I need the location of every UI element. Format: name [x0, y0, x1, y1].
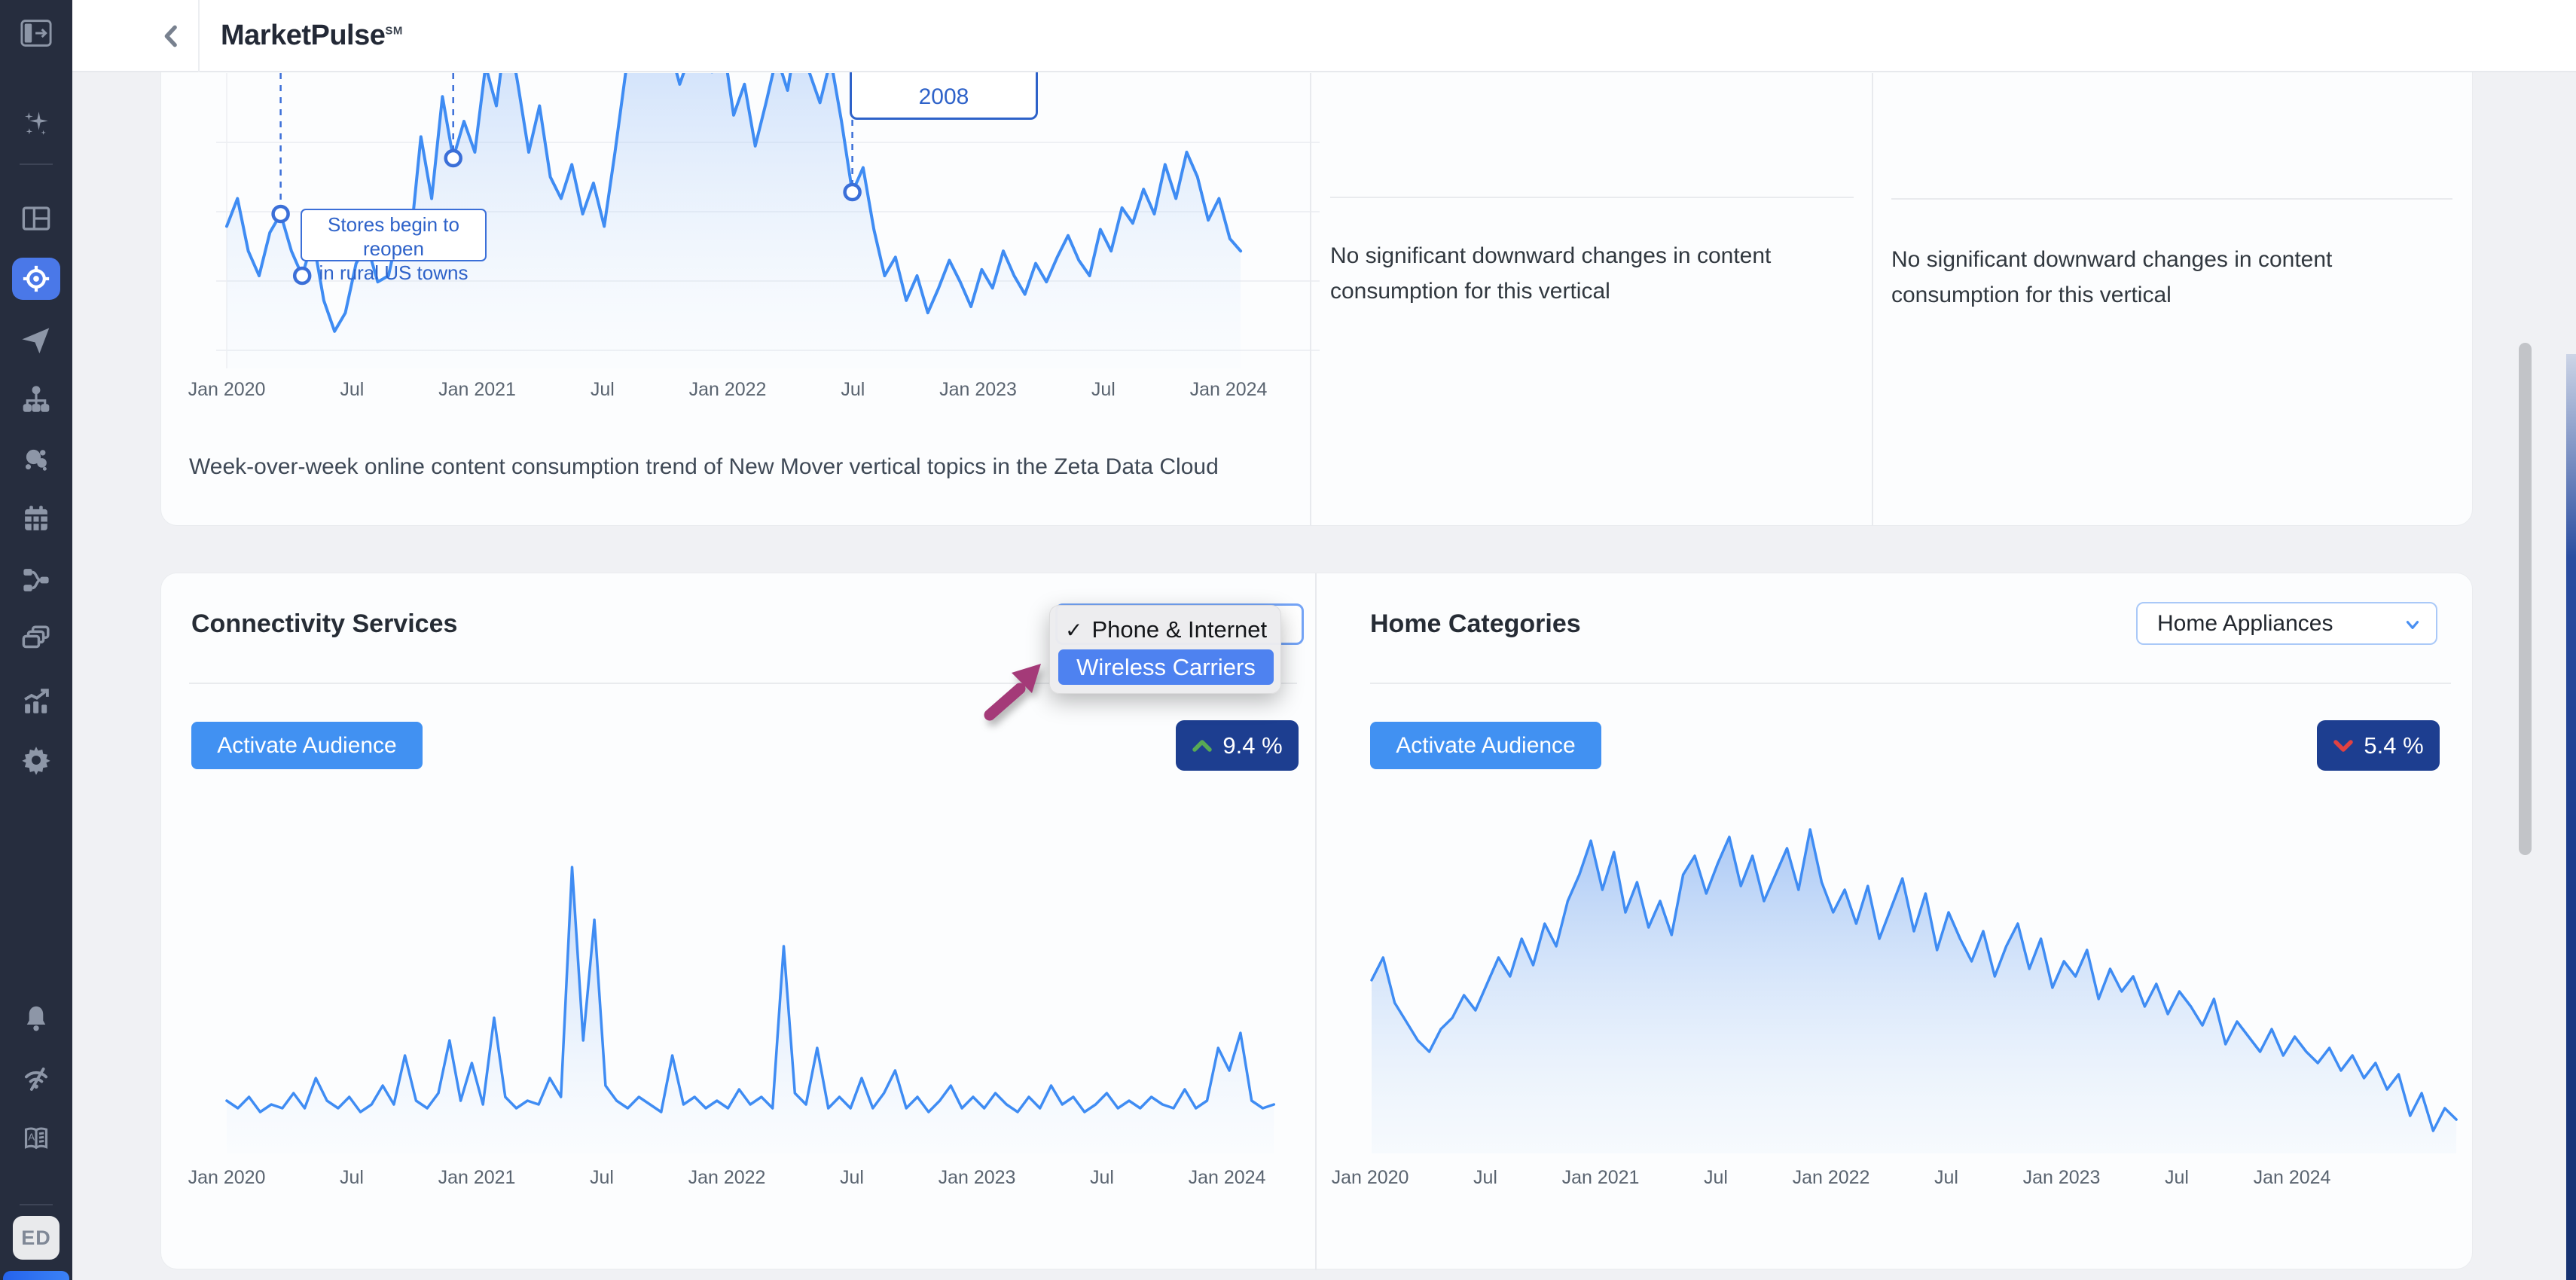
- chart-annotation-callout: Stores begin to reopen in rural US towns: [301, 209, 487, 284]
- section-rule: [1370, 683, 2451, 684]
- sidebar-item-performance-chart[interactable]: [0, 683, 72, 719]
- axis-tick-label: Jan 2024: [1189, 379, 1268, 400]
- scrollbar-thumb[interactable]: [2519, 343, 2532, 855]
- sidebar-item-layout-grid[interactable]: [0, 200, 72, 237]
- window-edge-strip: [2566, 354, 2576, 1280]
- chevron-down-icon: [2403, 615, 2422, 640]
- sidebar-item-sparkles[interactable]: [0, 105, 72, 142]
- sidebar-divider: [20, 163, 53, 165]
- axis-tick-label: Jul: [340, 379, 365, 400]
- axis-tick-label: Jul: [1704, 1167, 1728, 1188]
- no-change-message: No significant downward changes in conte…: [1330, 243, 1772, 304]
- activate-audience-button-home[interactable]: Activate Audience: [1370, 722, 1601, 769]
- sidebar: A ED: [0, 0, 72, 1280]
- sidebar-item-glossary-book[interactable]: A: [0, 1120, 72, 1156]
- axis-tick-label: Jan 2022: [688, 379, 767, 400]
- axis-tick-label: Jan 2022: [688, 1167, 766, 1188]
- sidebar-item-layers[interactable]: [0, 621, 72, 657]
- axis-tick-label: Jan 2020: [1331, 1167, 1409, 1188]
- delta-badge-connectivity: 9.4 %: [1176, 720, 1299, 771]
- panel-divider: [1315, 573, 1317, 1270]
- back-button[interactable]: [157, 21, 187, 51]
- sidebar-item-hierarchy[interactable]: [0, 381, 72, 417]
- sidebar-item-bubbles[interactable]: [0, 441, 72, 478]
- axis-tick-label: Jul: [840, 1167, 864, 1188]
- axis-tick-label: Jan 2023: [2022, 1167, 2101, 1188]
- axis-tick-label: Jan 2021: [1561, 1167, 1640, 1188]
- axis-tick-label: Jan 2023: [939, 379, 1017, 400]
- panel-rule: [1891, 198, 2452, 200]
- chart-caption: Week-over-week online content consumptio…: [189, 454, 1219, 479]
- panel-divider: [1872, 73, 1873, 526]
- sidebar-item-signal[interactable]: [0, 1061, 72, 1097]
- sidebar-item-settings-gear[interactable]: [0, 742, 72, 778]
- main-content: Stores begin to reopen in rural US towns…: [72, 72, 2576, 1280]
- axis-tick-label: Jul: [1090, 1167, 1114, 1188]
- activate-audience-button-connectivity[interactable]: Activate Audience: [191, 722, 423, 769]
- sidebar-item-workflow[interactable]: [0, 562, 72, 598]
- connectivity-chart: [225, 866, 1276, 1153]
- axis-tick-label: Jul: [1934, 1167, 1958, 1188]
- sidebar-item-calendar[interactable]: [0, 501, 72, 537]
- page-title: MarketPulseSM: [221, 20, 403, 51]
- svg-text:A: A: [28, 1131, 35, 1142]
- sidebar-item-bell[interactable]: [0, 1000, 72, 1037]
- avatar[interactable]: ED: [13, 1216, 60, 1260]
- header-separator: [198, 0, 200, 72]
- axis-tick-label: Jul: [1091, 379, 1116, 400]
- axis-tick-label: Jan 2023: [938, 1167, 1016, 1188]
- new-mover-trend-card: Stores begin to reopen in rural US towns…: [160, 72, 2473, 526]
- axis-tick-label: Jul: [590, 379, 615, 400]
- axis-tick-label: Jan 2020: [188, 379, 266, 400]
- axis-tick-label: Jul: [1473, 1167, 1497, 1188]
- chevron-up-icon: [1192, 739, 1213, 752]
- sidebar-item-audience-target[interactable]: [12, 258, 60, 300]
- verticals-card: Connectivity Services ✓ Phone & Internet…: [160, 573, 2473, 1270]
- axis-tick-label: Jan 2022: [1792, 1167, 1870, 1188]
- connectivity-dropdown-open: ✓ Phone & Internet Wireless Carriers: [1049, 605, 1281, 694]
- chat-bubble-peek[interactable]: [3, 1271, 69, 1280]
- check-icon: ✓: [1065, 618, 1083, 642]
- cursor-pointer-arrow: [984, 664, 1041, 721]
- trademark-mark: SM: [385, 24, 403, 38]
- axis-tick-label: Jul: [2165, 1167, 2189, 1188]
- axis-tick-label: Jan 2024: [2253, 1167, 2331, 1188]
- no-change-message: No significant downward changes in conte…: [1891, 247, 2333, 307]
- home-chart: [1370, 828, 2458, 1153]
- panel-toggle-icon[interactable]: [0, 15, 72, 51]
- axis-tick-label: Jan 2020: [188, 1167, 266, 1188]
- axis-tick-label: Jan 2024: [1188, 1167, 1266, 1188]
- header: MarketPulseSM: [72, 0, 2576, 72]
- sidebar-item-send[interactable]: [0, 322, 72, 358]
- connectivity-title: Connectivity Services: [191, 609, 458, 638]
- sidebar-divider: [20, 1204, 53, 1205]
- dropdown-option-wireless-carriers[interactable]: Wireless Carriers: [1058, 649, 1274, 685]
- chart-annotation-year: 2008: [850, 72, 1038, 120]
- axis-tick-label: Jan 2021: [438, 1167, 516, 1188]
- chevron-down-icon: [2333, 739, 2354, 752]
- home-title: Home Categories: [1370, 609, 1581, 638]
- axis-tick-label: Jul: [841, 379, 865, 400]
- panel-rule: [1330, 197, 1854, 198]
- panel-divider: [1310, 73, 1311, 526]
- annotation-markers: [271, 73, 862, 286]
- axis-tick-label: Jul: [590, 1167, 614, 1188]
- section-rule: [189, 683, 1297, 684]
- axis-tick-label: Jan 2021: [438, 379, 516, 400]
- delta-badge-home: 5.4 %: [2317, 720, 2440, 771]
- axis-tick-label: Jul: [340, 1167, 364, 1188]
- dropdown-option-phone-internet[interactable]: ✓ Phone & Internet: [1065, 616, 1268, 643]
- home-category-select[interactable]: Home Appliances: [2136, 602, 2437, 645]
